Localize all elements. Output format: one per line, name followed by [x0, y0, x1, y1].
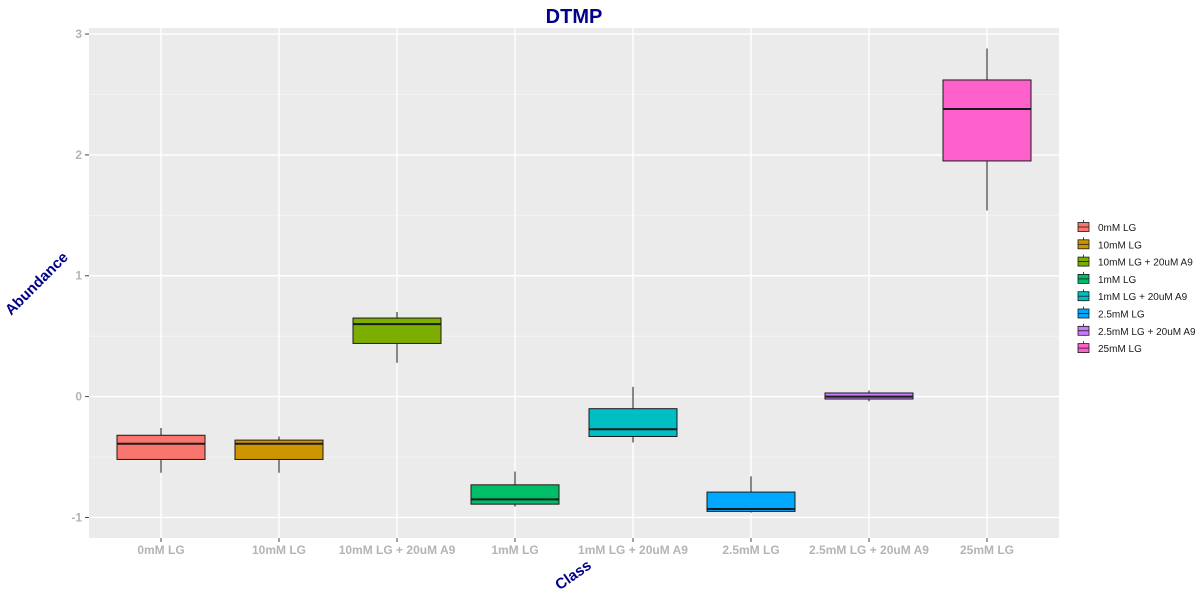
legend-item: 2.5mM LG + 20uM A9 — [1077, 323, 1196, 338]
legend: 0mM LG 10mM LG 10mM LG + 20uM A9 1mM LG 1mM … — [1077, 220, 1196, 355]
box-body — [942, 79, 1032, 162]
y-tick-label: 3 — [75, 27, 82, 41]
legend-item: 2.5mM LG — [1077, 306, 1145, 321]
box-4 — [470, 471, 560, 507]
legend-label: 25mM LG — [1098, 344, 1142, 355]
legend-item: 25mM LG — [1077, 341, 1142, 355]
chart-title: DTMP — [546, 6, 603, 28]
x-tick-label: 25mM LG — [960, 543, 1014, 557]
legend-label: 2.5mM LG — [1098, 310, 1145, 321]
y-axis-title: Abundance — [2, 249, 72, 319]
legend-item: 10mM LG + 20uM A9 — [1077, 254, 1193, 269]
legend-label: 2.5mM LG + 20uM A9 — [1098, 327, 1196, 338]
box-body — [234, 439, 324, 460]
legend-item: 1mM LG + 20uM A9 — [1077, 289, 1188, 303]
legend-label: 1mM LG + 20uM A9 — [1098, 292, 1188, 303]
legend-label: 1mM LG — [1098, 275, 1137, 286]
box-8 — [942, 48, 1032, 211]
x-axis-title: Class — [552, 557, 595, 594]
box-6 — [706, 476, 796, 513]
boxes-layer — [116, 48, 1032, 513]
grid-lines — [89, 28, 1059, 538]
x-tick-label: 2.5mM LG — [722, 543, 779, 557]
box-7 — [824, 390, 914, 402]
axes-layer: -1 0 1 2 3 0mM LG 10mM LG 10mM LG + 20uM A9 1mM … — [71, 27, 1014, 557]
box-2 — [234, 436, 324, 473]
x-tick-label: 1mM LG + 20uM A9 — [578, 543, 688, 557]
legend-item: 1mM LG — [1077, 271, 1137, 286]
x-tick-label: 2.5mM LG + 20uM A9 — [809, 543, 929, 557]
legend-item: 0mM LG — [1077, 220, 1137, 234]
box-body — [588, 408, 678, 437]
x-tick-label: 1mM LG — [491, 543, 538, 557]
legend-label: 10mM LG + 20uM A9 — [1098, 258, 1193, 269]
y-tick-label: -1 — [71, 510, 82, 524]
box-1 — [116, 428, 206, 473]
x-tick-label: 0mM LG — [137, 543, 184, 557]
legend-label: 0mM LG — [1098, 223, 1137, 234]
box-5 — [588, 386, 678, 443]
box-3 — [352, 312, 442, 363]
y-tick-label: 0 — [75, 390, 82, 404]
x-tick-label: 10mM LG — [252, 543, 306, 557]
legend-label: 10mM LG — [1098, 240, 1142, 251]
box-body — [352, 317, 442, 344]
y-tick-label: 1 — [75, 269, 82, 283]
plot-panel — [89, 28, 1059, 538]
y-tick-label: 2 — [75, 148, 82, 162]
box-body — [470, 484, 560, 505]
box-body — [706, 491, 796, 512]
x-tick-label: 10mM LG + 20uM A9 — [339, 543, 456, 557]
legend-item: 10mM LG — [1077, 237, 1142, 251]
box-body — [116, 434, 206, 460]
